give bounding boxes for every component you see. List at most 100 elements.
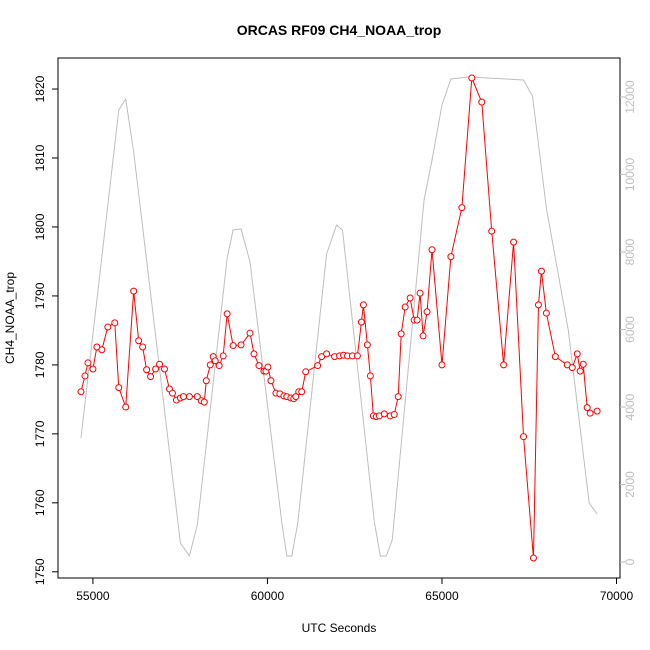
x-axis-label: UTC Seconds — [302, 621, 377, 635]
y-tick-label: 1770 — [33, 420, 47, 447]
y2-tick-label: 10000 — [623, 157, 637, 191]
data-point — [77, 388, 85, 396]
data-point — [510, 238, 518, 246]
x-tick-label: 55000 — [76, 589, 110, 603]
data-point — [390, 411, 398, 419]
data-point — [323, 350, 331, 358]
data-point — [568, 364, 576, 372]
data-point — [500, 361, 508, 369]
data-point — [246, 329, 254, 337]
x-tick-label: 70000 — [600, 589, 634, 603]
y-axis-label: CH4_NOAA_trop — [3, 272, 17, 364]
data-point — [193, 393, 201, 401]
data-point — [537, 267, 545, 275]
data-point — [401, 303, 409, 311]
y2-tick-label: 8000 — [623, 238, 637, 265]
chart-title: ORCAS RF09 CH4_NOAA_trop — [237, 22, 442, 38]
data-point — [267, 377, 275, 385]
data-point — [250, 350, 258, 358]
data-point — [264, 363, 272, 371]
data-point — [478, 98, 486, 106]
y-tick-label: 1760 — [33, 489, 47, 516]
data-point — [211, 357, 219, 365]
data-point — [413, 316, 421, 324]
data-point — [152, 365, 160, 373]
data-point — [139, 343, 147, 351]
data-point — [111, 319, 119, 327]
data-point — [447, 253, 455, 261]
data-point — [416, 289, 424, 297]
data-point — [143, 366, 151, 374]
data-point — [298, 388, 306, 396]
data-point — [223, 310, 231, 318]
data-point — [406, 294, 414, 302]
data-point — [579, 360, 587, 368]
data-point — [353, 352, 361, 360]
data-point — [156, 360, 164, 368]
data-point — [98, 346, 106, 354]
data-point — [122, 403, 130, 411]
data-point — [130, 287, 138, 295]
data-point — [206, 361, 214, 369]
data-point — [219, 352, 227, 360]
data-point — [520, 433, 528, 441]
data-point — [419, 332, 427, 340]
data-point — [586, 409, 594, 417]
plot-frame — [57, 57, 621, 579]
data-point — [397, 330, 405, 338]
data-point — [423, 308, 431, 316]
data-point — [135, 337, 143, 345]
data-point — [104, 323, 112, 331]
data-point — [357, 318, 365, 326]
data-point — [179, 393, 187, 401]
data-point — [542, 309, 550, 317]
data-point — [200, 398, 208, 406]
data-point — [115, 384, 123, 392]
data-point — [255, 362, 263, 370]
x-tick-label: 60000 — [251, 589, 285, 603]
data-point — [185, 393, 193, 401]
data-point — [428, 246, 436, 254]
data-point — [458, 204, 466, 212]
data-point — [302, 368, 310, 376]
y2-tick-label: 4000 — [623, 393, 637, 420]
data-point — [81, 372, 89, 380]
y-tick-label: 1820 — [33, 75, 47, 102]
data-point — [202, 377, 210, 385]
data-point — [359, 301, 367, 309]
x-tick-label: 65000 — [425, 589, 459, 603]
data-point — [89, 365, 97, 373]
data-point — [168, 389, 176, 397]
data-point — [215, 362, 223, 370]
y-tick-label: 1750 — [33, 558, 47, 585]
y-tick-label: 1790 — [33, 282, 47, 309]
data-point — [363, 341, 371, 349]
data-point — [380, 410, 388, 418]
data-point — [593, 407, 601, 415]
data-point — [468, 74, 476, 82]
y2-tick-label: 6000 — [623, 316, 637, 343]
data-point — [366, 372, 374, 380]
y-tick-label: 1800 — [33, 213, 47, 240]
data-point — [583, 404, 591, 412]
data-point — [237, 341, 245, 349]
data-point — [84, 359, 92, 367]
series-line — [80, 76, 598, 558]
data-point — [488, 227, 496, 235]
data-point — [438, 361, 446, 369]
data-point — [551, 353, 559, 361]
data-point — [229, 342, 237, 350]
data-point — [576, 367, 584, 375]
data-point — [161, 365, 169, 373]
y2-tick-label: 2000 — [623, 471, 637, 498]
data-point — [534, 301, 542, 309]
data-point — [573, 350, 581, 358]
data-point — [529, 554, 537, 562]
y-tick-label: 1810 — [33, 144, 47, 171]
data-point — [314, 362, 322, 370]
data-point — [147, 373, 155, 381]
series-line — [80, 77, 598, 559]
y-tick-label: 1780 — [33, 351, 47, 378]
